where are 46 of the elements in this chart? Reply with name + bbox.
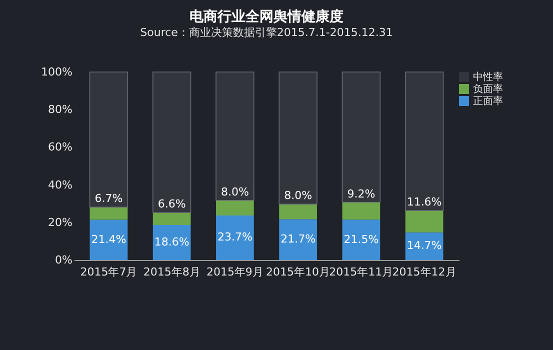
legend-label: 负面率 [473, 83, 503, 95]
data-label: 14.7% [406, 239, 442, 252]
data-label: 23.7% [217, 230, 252, 244]
x-tick-label: 2015年9月 [206, 266, 264, 278]
bar [152, 72, 192, 214]
bar [342, 72, 381, 203]
bar [404, 72, 444, 211]
data-label: 21.7% [280, 232, 316, 246]
y-tick-label: 0% [55, 254, 72, 266]
data-label: 11.6% [406, 196, 442, 209]
chart-subtitle: Source：商业决策数据引擎2015.7.1-2015.12.31 [140, 26, 393, 39]
bar [216, 215, 254, 260]
x-tick-label: 2015年12月 [392, 266, 456, 278]
data-label: 21.5% [344, 232, 379, 246]
bar [90, 207, 128, 220]
bar [279, 204, 317, 220]
bar [278, 72, 318, 205]
bar [279, 219, 317, 260]
bar [90, 220, 128, 260]
data-label: 8.0% [284, 189, 312, 202]
bar [216, 200, 254, 216]
bar [216, 72, 254, 201]
y-tick-label: 60% [48, 140, 72, 154]
y-tick-label: 40% [48, 178, 72, 192]
y-tick-label: 20% [48, 216, 72, 229]
bar [342, 220, 380, 260]
legend-label: 正面率 [473, 95, 503, 107]
data-label: 21.4% [91, 232, 126, 246]
bar [89, 72, 128, 208]
bar [405, 210, 444, 232]
data-label: 9.2% [347, 187, 376, 200]
bar [342, 202, 380, 220]
y-tick-label: 80% [48, 103, 72, 116]
data-label: 18.6% [154, 236, 190, 249]
data-label: 6.7% [94, 192, 123, 206]
data-label: 8.0% [220, 185, 249, 198]
x-tick-label: 2015年10月 [266, 266, 330, 278]
x-tick-label: 2015年8月 [143, 266, 200, 278]
x-tick-label: 2015年11月 [329, 266, 394, 278]
bar [152, 212, 191, 226]
bar [152, 225, 191, 260]
x-tick-label: 2015年7月 [80, 266, 138, 278]
y-tick-label: 100% [41, 66, 72, 78]
legend-label: 中性率 [473, 71, 503, 83]
chart-title: 电商行业全网舆情健康度 [190, 8, 344, 25]
data-label: 6.6% [158, 198, 186, 211]
